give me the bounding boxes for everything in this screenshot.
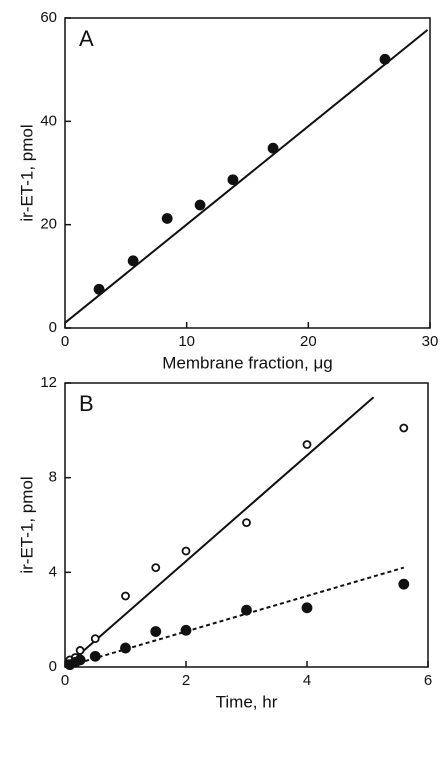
data-point xyxy=(150,626,162,637)
y-axis-label: ir-ET-1, pmol xyxy=(17,476,36,573)
x-tick-label: 4 xyxy=(303,672,311,689)
data-point xyxy=(398,578,410,590)
data-point xyxy=(301,602,313,614)
fit-line xyxy=(64,29,429,324)
data-point xyxy=(242,518,251,528)
data-point xyxy=(75,646,85,655)
y-tick-label: 8 xyxy=(49,469,57,486)
data-point xyxy=(379,53,391,65)
data-point xyxy=(93,283,105,295)
x-tick-label: 20 xyxy=(300,333,317,350)
fit-line xyxy=(64,396,375,668)
plot-frame xyxy=(64,17,431,329)
data-point xyxy=(89,650,101,662)
y-tick-label: 12 xyxy=(40,374,57,391)
y-tick-label: 40 xyxy=(40,112,57,129)
y-tick-label: 4 xyxy=(49,563,57,580)
y-axis-label: ir-ET-1, pmol xyxy=(17,124,36,221)
y-tick-label: 60 xyxy=(40,9,57,26)
plot-frame xyxy=(64,382,429,668)
fit-line xyxy=(64,566,405,668)
data-point xyxy=(399,423,409,433)
data-point xyxy=(227,174,239,186)
x-tick-label: 0 xyxy=(61,333,69,350)
data-point xyxy=(127,255,139,267)
y-tick-label: 20 xyxy=(40,216,57,233)
data-point xyxy=(90,634,100,643)
data-point xyxy=(302,440,312,449)
data-point xyxy=(194,199,206,211)
x-tick-label: 0 xyxy=(61,672,69,689)
data-point xyxy=(241,604,252,616)
data-point xyxy=(181,546,191,556)
data-point xyxy=(151,563,161,572)
x-tick-label: 30 xyxy=(422,333,439,350)
data-point xyxy=(74,654,86,666)
x-tick-label: 2 xyxy=(182,672,190,689)
x-tick-label: 6 xyxy=(424,672,432,689)
data-point xyxy=(161,213,173,224)
panel-label: B xyxy=(79,391,94,416)
data-point xyxy=(267,142,279,154)
y-tick-label: 0 xyxy=(49,658,57,675)
data-point xyxy=(121,591,130,601)
data-point xyxy=(120,642,131,654)
x-axis-label: Time, hr xyxy=(216,692,278,711)
y-tick-label: 0 xyxy=(49,319,57,336)
x-tick-label: 10 xyxy=(178,333,195,350)
x-axis-label: Membrane fraction, μg xyxy=(162,353,332,372)
data-point xyxy=(180,624,192,636)
panel-label: A xyxy=(79,26,94,51)
